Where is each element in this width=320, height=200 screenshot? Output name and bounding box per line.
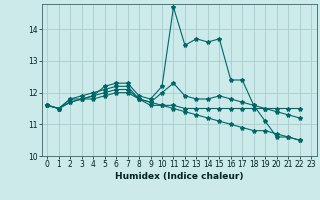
X-axis label: Humidex (Indice chaleur): Humidex (Indice chaleur) [115, 172, 244, 181]
